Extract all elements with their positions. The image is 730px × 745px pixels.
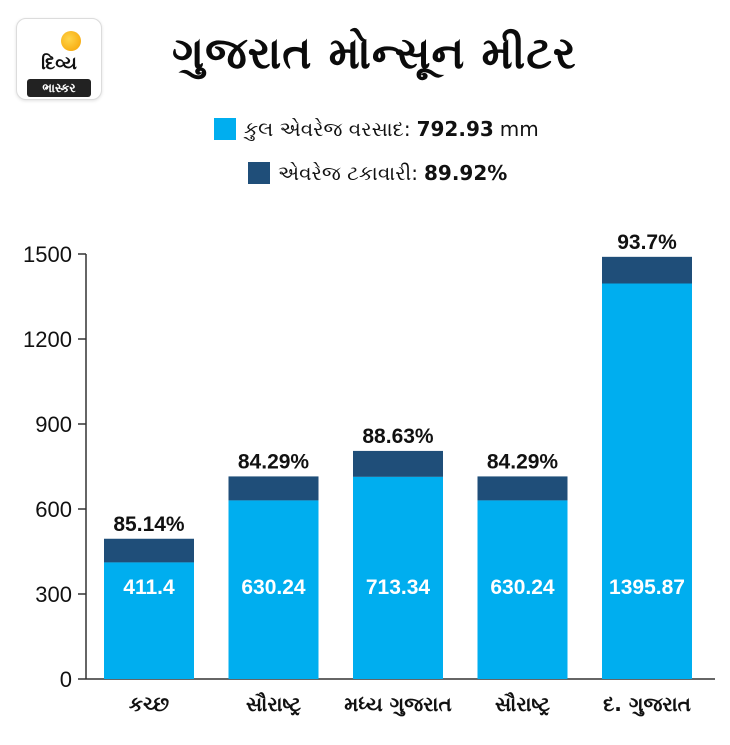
y-tick-label: 1200	[23, 327, 72, 352]
bar-percent-label: 84.29%	[238, 450, 310, 473]
y-tick-label: 0	[60, 667, 72, 692]
y-tick-label: 900	[35, 412, 72, 437]
bar-value-segment	[477, 500, 568, 679]
x-category-label: કચ્છ	[129, 692, 170, 716]
bar-percent-segment	[602, 256, 692, 284]
bar-value-segment	[228, 500, 319, 679]
bar-percent-segment	[477, 476, 568, 501]
bar-percent-segment	[104, 538, 194, 563]
bar-value-label: 630.24	[241, 576, 306, 599]
bar-value-label: 411.4	[123, 576, 175, 599]
x-category-label: સૌરાષ્ટ્ર	[495, 692, 550, 717]
logo-line-1: દિવ્ય	[41, 53, 77, 74]
bar-value-label: 1395.87	[609, 576, 685, 599]
bar-value-segment	[104, 562, 194, 679]
x-category-label: મધ્ય ગુજરાત	[344, 692, 451, 716]
sun-icon	[61, 31, 81, 51]
x-category-label: દ. ગુજરાત	[603, 692, 691, 716]
bar-percent-segment	[353, 450, 443, 477]
legend-label: એવરેજ ટકાવારી:	[278, 161, 418, 185]
legend-item-avg-percent: એવરેજ ટકાવારી: 89.92%	[248, 160, 507, 186]
x-category-label: સૌરાષ્ટ્ર	[246, 692, 301, 717]
y-tick-label: 1500	[23, 242, 72, 267]
legend-value: 89.92%	[424, 161, 508, 185]
bar-percent-segment	[228, 476, 319, 501]
legend-swatch-secondary	[248, 162, 270, 184]
legend-unit: mm	[499, 117, 539, 141]
bar-value-segment	[353, 476, 443, 679]
bar-percent-label: 93.7%	[617, 231, 677, 254]
legend-item-total-rain: કુલ એવરેજ વરસાદ: 792.93 mm	[214, 116, 539, 142]
y-tick-label: 300	[35, 582, 72, 607]
chart-title: ગુજરાત મોન્સૂન મીટર	[172, 28, 577, 79]
bar-value-label: 713.34	[366, 576, 431, 599]
y-tick-label: 600	[35, 497, 72, 522]
logo-line-2: ભાસ્કર	[27, 79, 91, 97]
bar-percent-label: 85.14%	[113, 513, 185, 536]
bar-value-label: 630.24	[490, 576, 555, 599]
divya-bhaskar-logo: દિવ્ય ભાસ્કર	[16, 18, 102, 100]
bar-percent-label: 88.63%	[362, 425, 434, 448]
legend-swatch-primary	[214, 118, 236, 140]
legend-value: 792.93	[416, 117, 494, 141]
legend-label: કુલ એવરેજ વરસાદ:	[244, 117, 411, 141]
bar-value-segment	[602, 283, 692, 679]
bar-percent-label: 84.29%	[487, 450, 559, 473]
